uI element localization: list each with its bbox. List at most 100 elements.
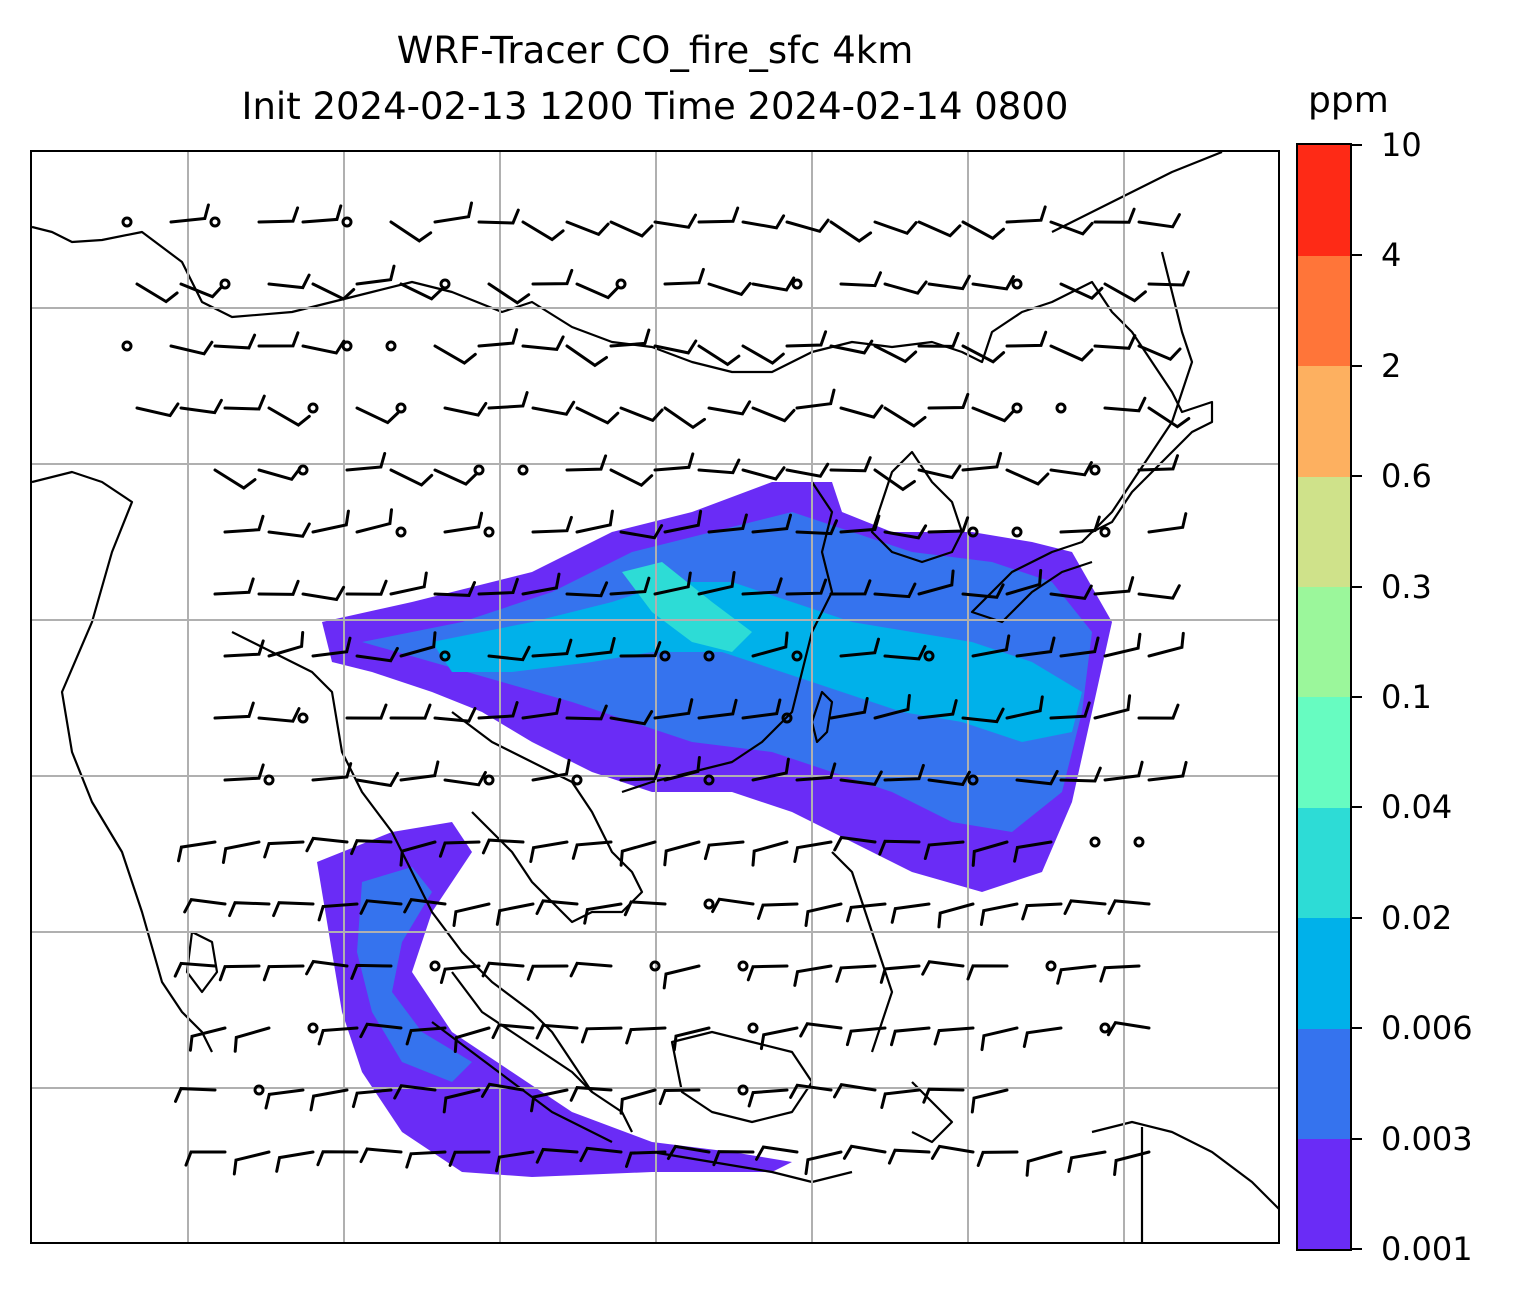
wind-barb [927,516,970,534]
wind-barb [477,208,520,225]
wind-barb [711,897,755,913]
wind-barb [305,959,349,976]
colorbar-segment [1298,145,1350,256]
wind-barb [403,897,447,914]
wind-barb [619,840,657,867]
colorbar-tick [1352,1248,1362,1250]
wind-barb [653,452,695,472]
wind-barb [741,698,782,720]
wind-barb [751,840,789,867]
wind-barb [971,275,1015,291]
wind-barb [1093,334,1137,350]
wind-barb [757,902,799,920]
calm-wind-marker [703,898,715,910]
colorbar-segment [1298,365,1350,477]
wind-barb [961,344,1006,364]
wind-barb [890,1026,931,1047]
wind-barb [443,511,484,534]
wind-barb [697,344,741,367]
colorbar-segment [1298,1028,1350,1140]
wind-barb [1025,1150,1063,1177]
wind-barb [839,404,884,419]
colorbar-tick-label: 4 [1381,236,1402,275]
wind-barb [1147,760,1188,782]
wind-barb [1137,344,1182,361]
wind-barb [355,264,396,286]
wind-barb [917,220,962,238]
wind-barb [922,1087,965,1104]
wind-barb [263,840,305,859]
wind-barb [433,468,478,486]
wind-barb [448,1150,491,1167]
wind-barb [257,206,300,224]
wind-barb [883,280,928,295]
wind-barb [653,213,697,229]
calm-wind-marker [473,464,485,476]
wind-barb [658,1088,701,1106]
wind-barb [535,899,579,915]
wind-barb [169,340,214,356]
wind-barb [443,401,488,417]
wind-barb [355,508,393,534]
colorbar-tick [1352,364,1362,367]
coastline-philippines [831,851,894,1053]
wind-barb [751,631,789,658]
coastline-new-guinea [1091,1120,1278,1210]
wind-barb [316,1150,359,1167]
wind-barb [389,571,428,596]
calm-wind-marker [395,526,407,538]
wind-barb [666,1144,711,1160]
wind-barb [662,964,701,990]
wind-barb [350,963,393,980]
wind-barb [887,1148,931,1165]
wind-barb [1103,282,1147,303]
wind-barb [531,268,574,286]
calm-wind-marker [923,650,935,662]
wind-barb [703,840,745,861]
calm-wind-marker [1089,464,1101,476]
wind-barb [481,838,525,855]
wind-barb [529,840,569,863]
wind-barb [1137,703,1180,720]
wind-barb [399,631,437,658]
calm-wind-marker [341,216,353,228]
wind-barb [405,1026,447,1046]
wind-barb [399,840,437,867]
map-panel[interactable] [30,150,1280,1244]
wind-barb [1093,207,1136,224]
calm-wind-marker [1011,526,1023,538]
wind-barb [846,902,887,923]
colorbar-segment [1298,476,1350,588]
wind-barb [1049,220,1094,236]
wind-barb [697,206,740,224]
wind-barb [799,1022,843,1038]
colorbar-tick-label: 0.6 [1381,457,1432,496]
wind-barb [228,901,271,918]
wind-barb [923,840,965,860]
wind-barb [1137,213,1181,229]
wind-barb [927,392,970,410]
wind-barb [829,579,872,596]
wind-barb [751,406,796,423]
wind-barb [927,770,971,787]
wind-barb [218,964,261,982]
title-line2: Init 2024-02-13 1200 Time 2024-02-14 080… [241,85,1069,128]
wind-barb [619,1088,657,1115]
coastline-borneo [670,1030,814,1124]
wind-barb [970,1088,1009,1114]
calm-wind-marker [1011,402,1023,414]
calm-wind-marker [483,774,495,786]
wind-barb [257,466,302,482]
calm-wind-marker [791,278,803,290]
wind-barb [355,771,400,788]
wind-barb [755,1145,799,1161]
wind-barb [257,579,300,596]
wind-barb [1113,1150,1151,1176]
calm-wind-marker [791,650,803,662]
wind-barb [531,638,573,658]
wind-barb [921,960,965,976]
wind-barb [619,524,664,540]
wind-barb [257,331,300,348]
wind-barb [477,328,519,348]
wind-barb [971,406,1016,423]
